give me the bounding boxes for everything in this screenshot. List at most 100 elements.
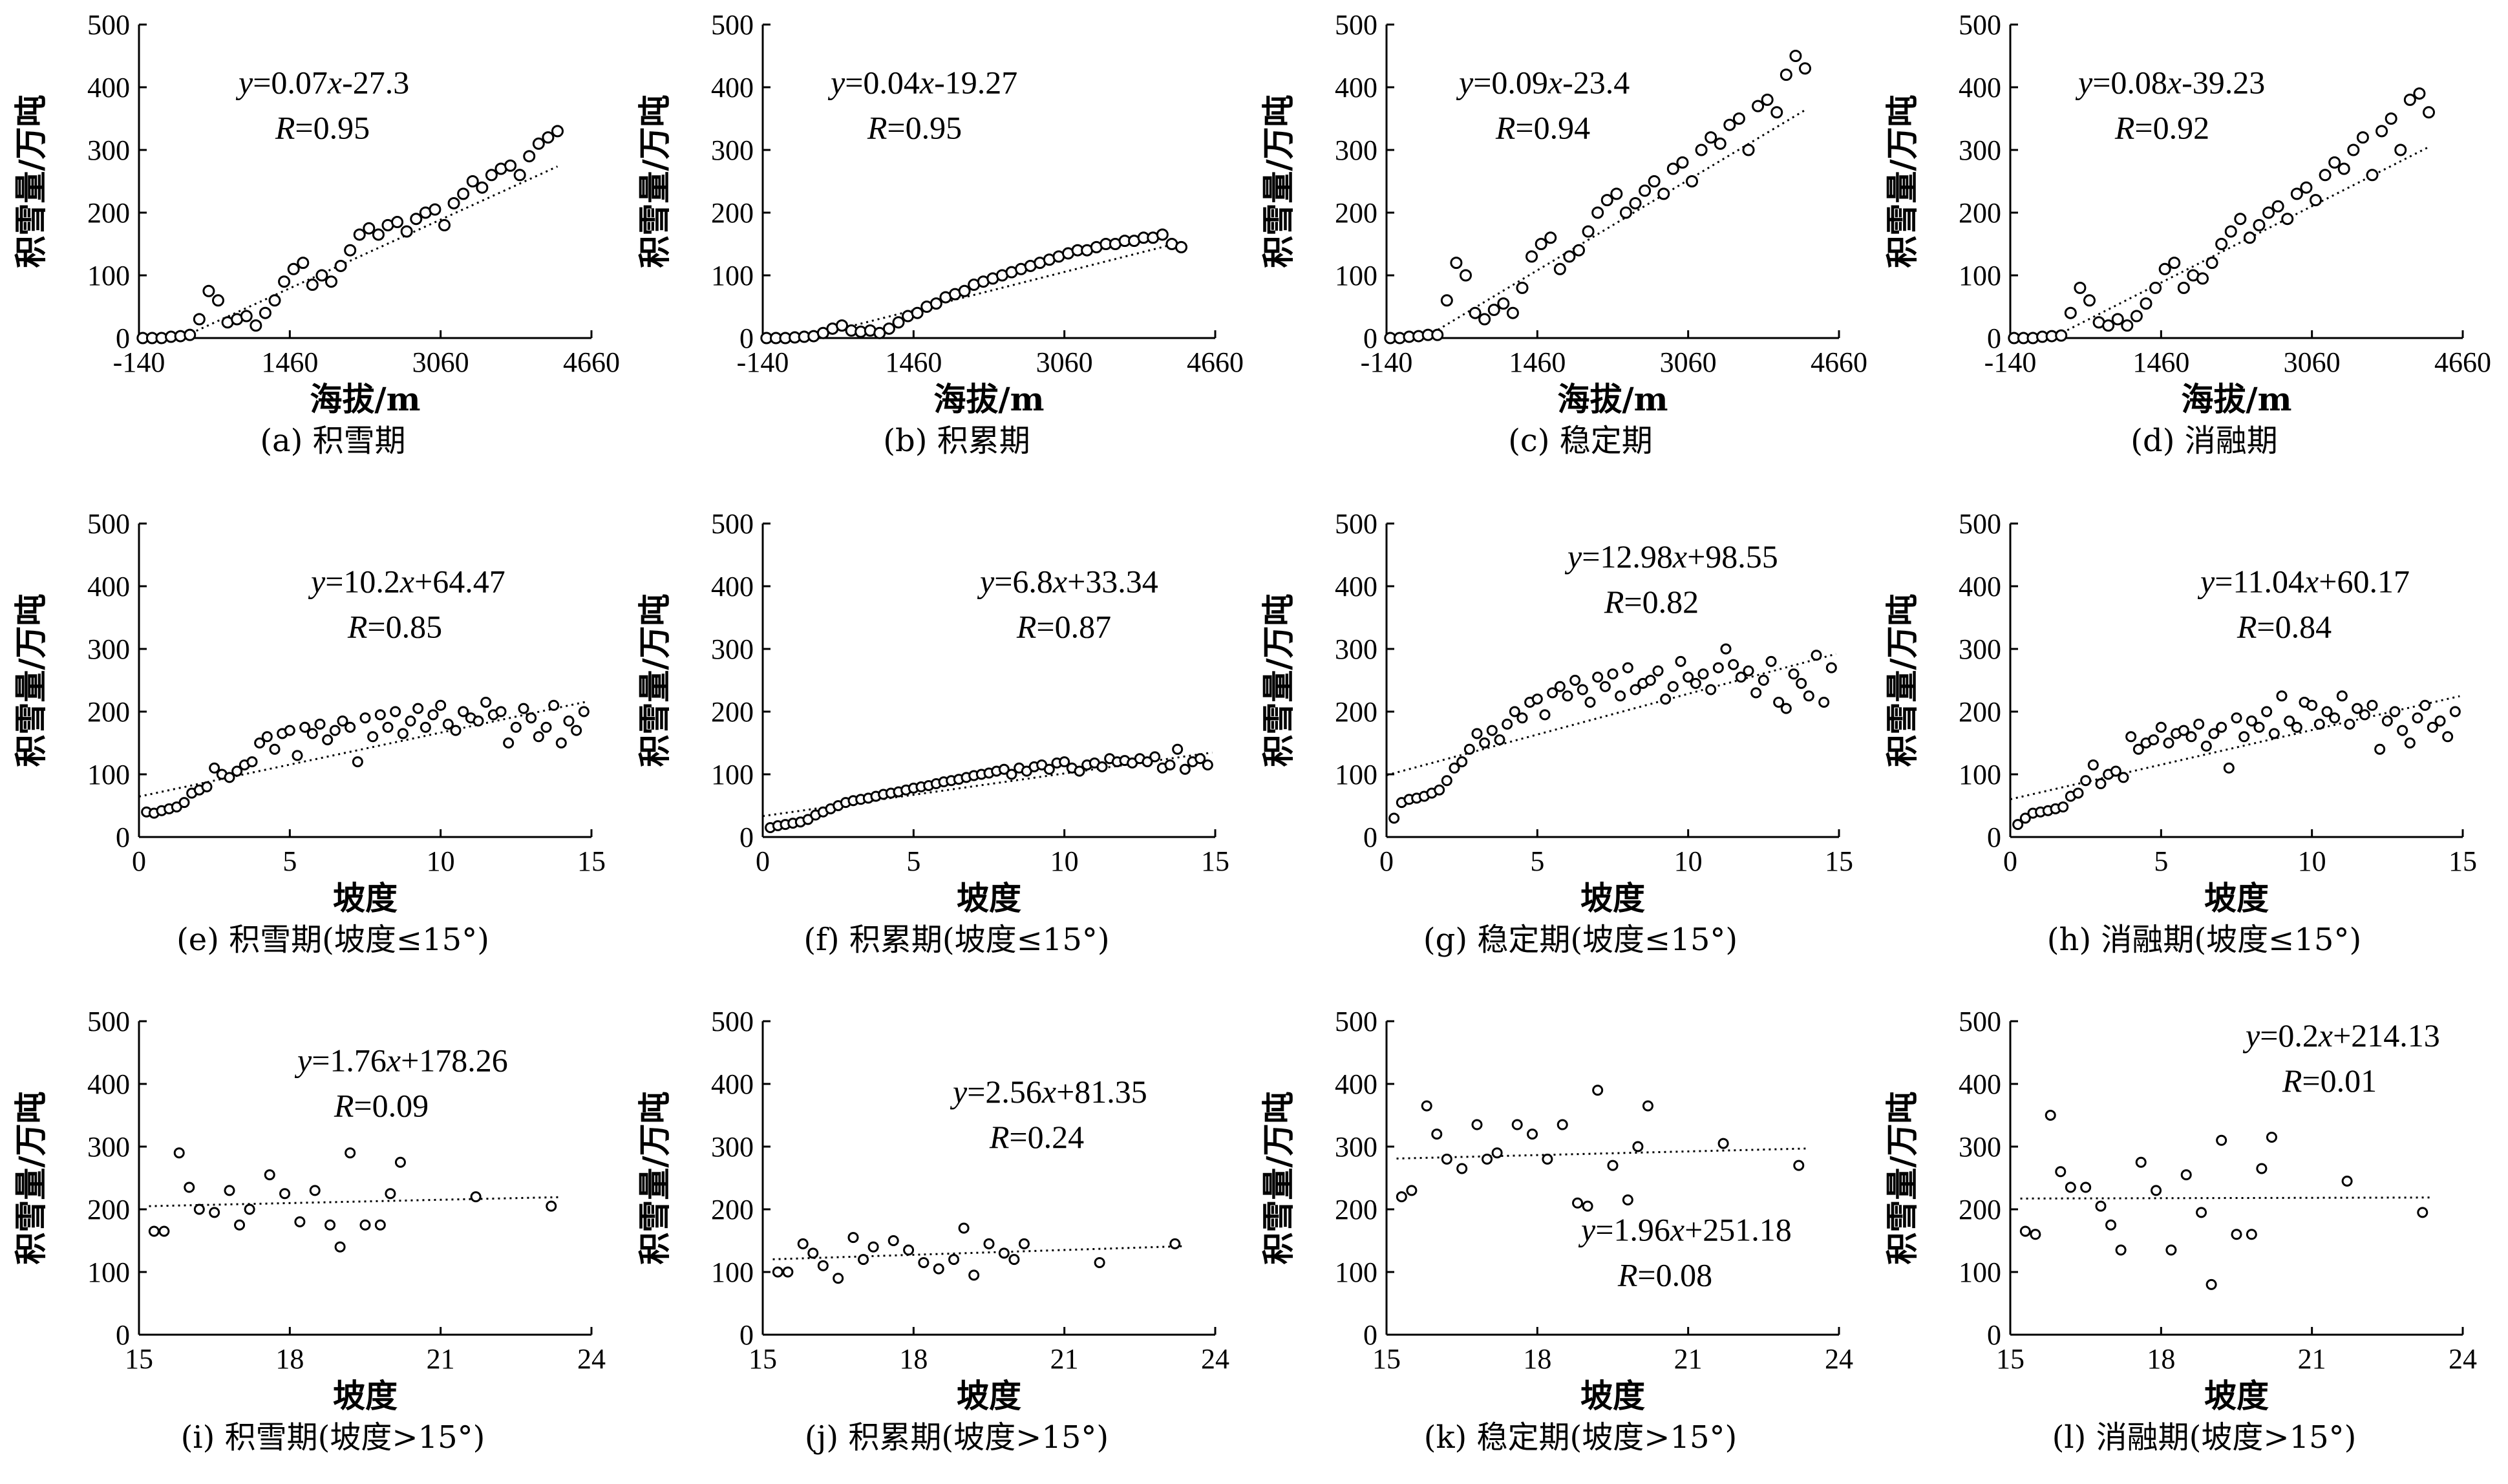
data-point	[1502, 718, 1513, 730]
data-point	[299, 721, 311, 733]
data-point	[2205, 257, 2218, 270]
data-point	[394, 1156, 406, 1168]
data-point	[2374, 743, 2386, 755]
data-point	[540, 721, 552, 733]
data-point	[466, 175, 479, 187]
data-point	[2412, 712, 2423, 724]
data-point	[2216, 1134, 2227, 1146]
y-tick-label: 400	[1335, 571, 1377, 602]
x-tick-label: -140	[737, 346, 789, 378]
x-tick-label: 21	[1674, 1343, 1703, 1375]
data-point	[2165, 1244, 2177, 1256]
data-point	[833, 1273, 844, 1284]
data-point	[1396, 1191, 1407, 1203]
data-point	[259, 306, 271, 319]
data-point	[2205, 1278, 2217, 1290]
data-point	[1761, 93, 1774, 106]
x-tick-label: 18	[1523, 1343, 1551, 1375]
y-tick-label: 300	[711, 1131, 754, 1163]
y-axis-title: 积雪量/万吨	[635, 1091, 674, 1264]
data-point	[353, 228, 366, 241]
y-tick-label: 100	[1959, 1256, 2001, 1288]
y-tick-label: 500	[1959, 508, 2001, 540]
data-point	[2253, 218, 2266, 231]
y-axis-title: 积雪量/万吨	[635, 593, 674, 767]
panel-caption: (g) 稳定期(坡度≤15°)	[1423, 922, 1738, 958]
data-point	[510, 721, 522, 733]
x-tick-label: 1460	[1509, 346, 1566, 378]
y-tick-label: 200	[1335, 197, 1377, 229]
data-point	[1169, 1238, 1181, 1249]
data-point	[193, 313, 206, 326]
data-point	[1690, 677, 1701, 689]
data-point	[1622, 662, 1633, 673]
y-tick-label: 500	[1335, 1006, 1377, 1037]
data-point	[1666, 162, 1679, 175]
data-point	[2231, 712, 2242, 724]
data-point	[212, 294, 224, 307]
data-point	[2262, 206, 2275, 219]
data-point	[958, 1222, 970, 1234]
x-tick-label: 3060	[2284, 346, 2341, 378]
data-point	[887, 1235, 899, 1246]
data-point	[2115, 1244, 2127, 1256]
panel-b: 0 100 200 300 400 500 -140 1460 3060 4660 海拔/m 积雪量/…	[635, 9, 1244, 459]
data-point	[551, 125, 564, 138]
y-tick-label: 400	[1959, 1068, 2001, 1100]
data-point	[2234, 213, 2247, 226]
x-tick-label: 15	[125, 1343, 153, 1375]
correlation-coefficient: R=0.08	[1617, 1257, 1712, 1293]
data-point	[542, 131, 555, 144]
data-point	[1644, 675, 1656, 686]
y-axis-title: 积雪量/万吨	[1259, 94, 1297, 268]
panel-a: 0 100 200 300 400 500 -140 1460 3060 4660 海拔/m 积雪量/…	[12, 9, 620, 459]
data-point	[374, 1219, 386, 1231]
trend-line	[2051, 146, 2430, 339]
data-point	[2337, 162, 2350, 175]
regression-equation: y=11.04x+60.17	[2197, 564, 2410, 600]
y-tick-label: 300	[1335, 134, 1377, 166]
y-tick-label: 400	[1959, 571, 2001, 602]
x-tick-label: 1460	[261, 346, 318, 378]
panel-caption: (f) 积累期(坡度≤15°)	[803, 922, 1109, 958]
y-tick-label: 100	[711, 759, 754, 790]
data-point	[911, 306, 924, 319]
data-point	[1563, 250, 1576, 263]
correlation-coefficient: R=0.95	[275, 110, 370, 146]
data-point	[2072, 787, 2084, 799]
data-point	[2403, 93, 2416, 106]
y-tick-label: 100	[1959, 759, 2001, 790]
x-tick-label: 18	[2147, 1343, 2175, 1375]
x-axis-title: 坡度	[1580, 879, 1645, 917]
data-point	[1478, 313, 1491, 326]
data-point	[1717, 1138, 1729, 1149]
y-tick-label: 300	[87, 633, 130, 665]
data-point	[1582, 1200, 1593, 1212]
data-point	[2185, 731, 2197, 743]
x-axis-title: 坡度	[2204, 1377, 2269, 1415]
x-tick-label: 1460	[885, 346, 942, 378]
data-point	[1615, 690, 1626, 702]
data-point	[2266, 1131, 2277, 1143]
y-tick-label: 0	[116, 1319, 130, 1351]
y-tick-label: 500	[1959, 1006, 2001, 1037]
data-point	[968, 1269, 980, 1281]
trend-line	[180, 165, 558, 339]
data-point	[1421, 1100, 1432, 1112]
data-point	[2434, 716, 2446, 727]
data-point	[2352, 703, 2363, 714]
x-axis-title: 坡度	[333, 1377, 398, 1415]
y-tick-label: 400	[711, 1068, 754, 1100]
y-axis-title: 积雪量/万吨	[1883, 593, 1921, 767]
data-point	[1770, 106, 1783, 119]
data-point	[1648, 175, 1661, 187]
data-point	[1094, 1256, 1105, 1268]
y-tick-label: 500	[711, 1006, 754, 1037]
data-point	[1202, 759, 1213, 770]
data-point	[1592, 672, 1604, 683]
data-point	[246, 756, 258, 768]
y-tick-label: 200	[711, 696, 754, 728]
correlation-coefficient: R=0.84	[2237, 609, 2332, 645]
data-point	[2413, 87, 2426, 100]
data-point	[867, 1241, 879, 1253]
